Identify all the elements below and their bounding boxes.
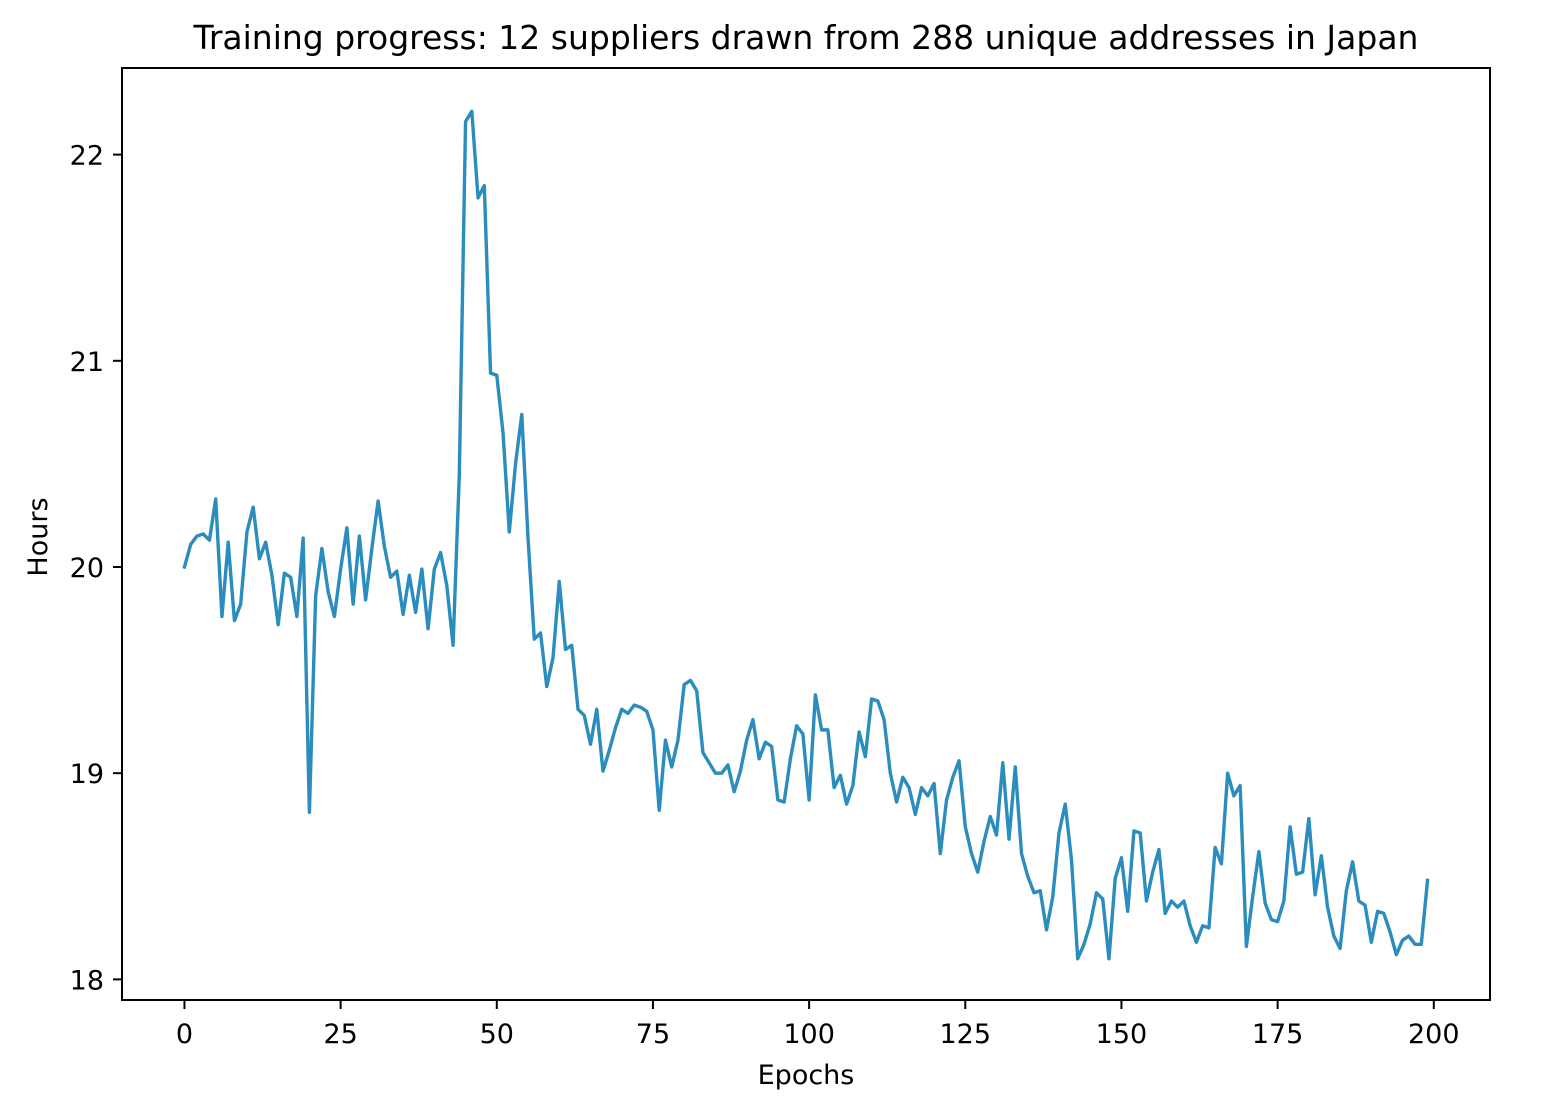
x-tick-label: 150 xyxy=(1096,1019,1148,1050)
chart-title: Training progress: 12 suppliers drawn fr… xyxy=(193,18,1419,57)
y-tick-label: 20 xyxy=(70,553,104,584)
y-tick-label: 22 xyxy=(70,141,104,172)
x-axis-label: Epochs xyxy=(758,1060,855,1091)
y-tick-label: 19 xyxy=(70,759,104,790)
plot-background xyxy=(122,68,1490,1000)
x-tick-label: 200 xyxy=(1408,1019,1460,1050)
x-tick-label: 25 xyxy=(323,1019,357,1050)
x-axis: 0 25 50 75 100 125 150 175 200 xyxy=(176,1000,1460,1050)
x-tick-label: 50 xyxy=(480,1019,514,1050)
series-line-0 xyxy=(182,109,1430,961)
x-tick-label: 75 xyxy=(636,1019,670,1050)
y-axis: 18 19 20 21 22 xyxy=(70,141,122,996)
plot-area xyxy=(121,67,1491,1001)
x-tick-label: 125 xyxy=(940,1019,992,1050)
x-tick-label: 175 xyxy=(1252,1019,1304,1050)
x-tick-label: 100 xyxy=(783,1019,835,1050)
series-layer xyxy=(182,109,1430,961)
y-tick-label: 21 xyxy=(70,347,104,378)
plot-frame xyxy=(121,67,1491,1001)
x-tick-label: 0 xyxy=(176,1019,193,1050)
y-axis-label: Hours xyxy=(23,497,54,576)
y-tick-label: 18 xyxy=(70,965,104,996)
